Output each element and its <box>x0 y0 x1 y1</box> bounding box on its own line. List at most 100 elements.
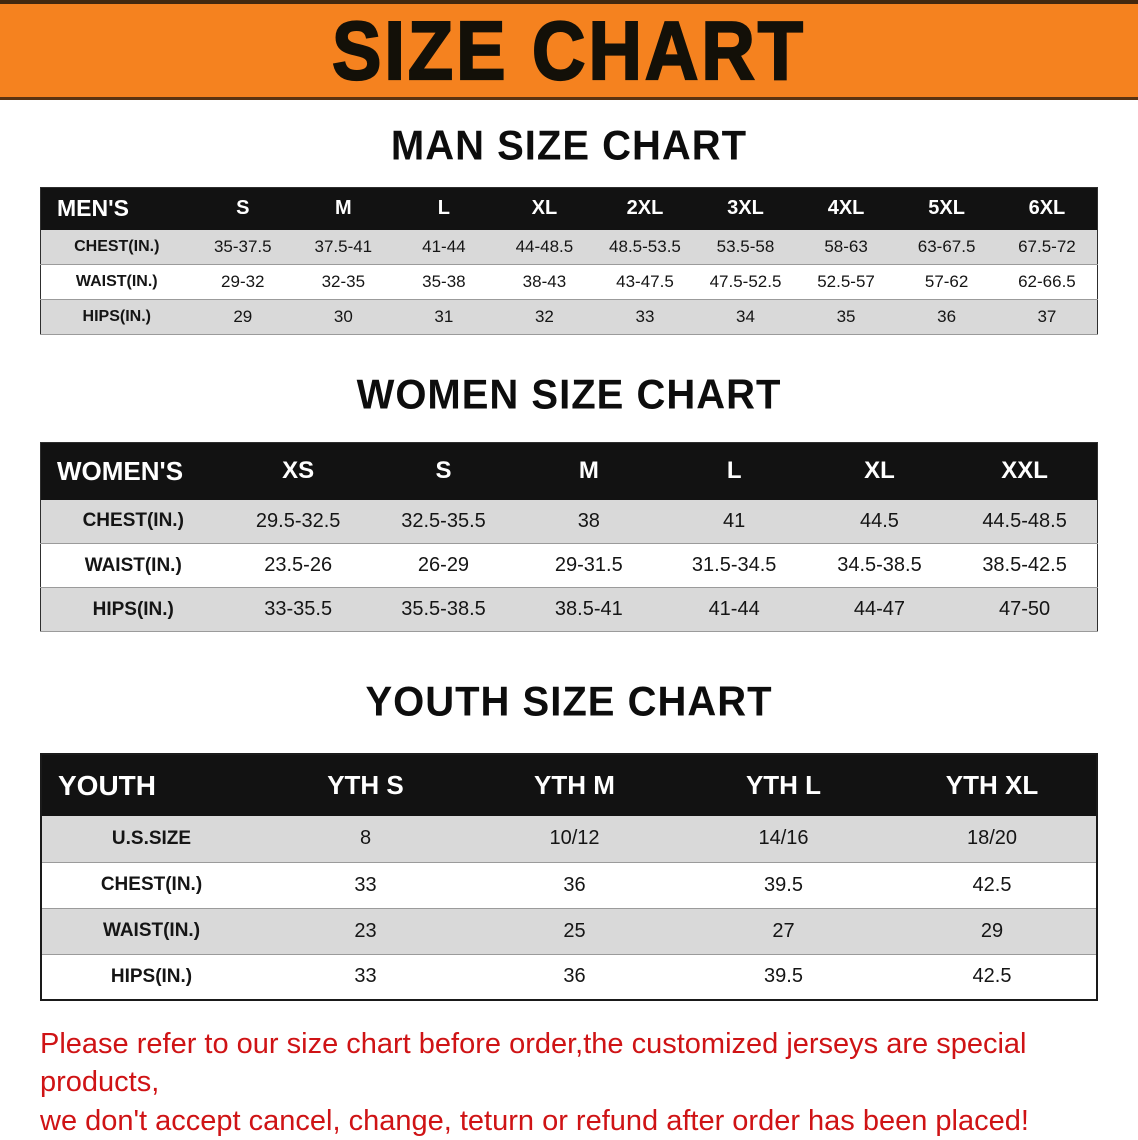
size-cell: 39.5 <box>679 954 888 1001</box>
size-cell: 25 <box>470 908 679 955</box>
size-cell: 14/16 <box>679 816 888 863</box>
women-col-header: XS <box>225 442 371 500</box>
women-col-header: S <box>370 442 517 500</box>
row-label: HIPS(IN.) <box>41 954 261 1001</box>
size-cell: 29 <box>888 908 1097 955</box>
women-col-header: XXL <box>952 442 1098 500</box>
women-group-label: WOMEN'S <box>40 442 226 500</box>
size-cell: 34 <box>695 299 796 335</box>
youth-waist-row: WAIST(IN.) 23 25 27 29 <box>41 908 1097 955</box>
size-cell: 29-31.5 <box>516 543 662 588</box>
size-cell: 39.5 <box>679 862 888 909</box>
size-cell: 8 <box>261 816 470 863</box>
size-cell: 44-47 <box>806 587 953 632</box>
size-cell: 32.5-35.5 <box>370 499 517 544</box>
youth-hips-row: HIPS(IN.) 33 36 39.5 42.5 <box>41 954 1097 1001</box>
size-cell: 44.5-48.5 <box>952 499 1098 544</box>
men-col-header: XL <box>494 187 595 230</box>
row-label: WAIST(IN.) <box>40 264 193 300</box>
size-cell: 31.5-34.5 <box>661 543 807 588</box>
disclaimer-line-1: Please refer to our size chart before or… <box>40 1028 1027 1099</box>
size-cell: 33 <box>261 862 470 909</box>
row-label: HIPS(IN.) <box>40 587 226 632</box>
size-cell: 41-44 <box>661 587 807 632</box>
row-label: U.S.SIZE <box>41 816 261 863</box>
men-col-header: 3XL <box>695 187 796 230</box>
youth-col-header: YTH L <box>679 754 888 816</box>
size-cell: 38-43 <box>494 264 595 300</box>
men-header-row: MEN'S S M L XL 2XL 3XL 4XL 5XL 6XL <box>40 187 1098 230</box>
size-cell: 10/12 <box>470 816 679 863</box>
size-cell: 41 <box>661 499 807 544</box>
men-col-header: 2XL <box>594 187 696 230</box>
size-cell: 30 <box>293 299 394 335</box>
size-cell: 33 <box>261 954 470 1001</box>
size-cell: 38 <box>516 499 662 544</box>
youth-group-label: YOUTH <box>41 754 261 816</box>
page-title: SIZE CHART <box>331 3 806 98</box>
size-cell: 37 <box>996 299 1098 335</box>
size-cell: 38.5-41 <box>516 587 662 632</box>
size-cell: 37.5-41 <box>293 229 394 265</box>
men-col-header: 5XL <box>896 187 997 230</box>
size-cell: 36 <box>470 862 679 909</box>
banner: SIZE CHART <box>0 0 1138 100</box>
size-cell: 27 <box>679 908 888 955</box>
size-cell: 35 <box>795 299 897 335</box>
size-cell: 26-29 <box>370 543 517 588</box>
size-cell: 29 <box>192 299 294 335</box>
size-cell: 33 <box>594 299 696 335</box>
men-size-table: MEN'S S M L XL 2XL 3XL 4XL 5XL 6XL CHEST… <box>40 187 1098 335</box>
men-section: MAN SIZE CHART MEN'S S M L XL 2XL 3XL 4X… <box>0 122 1138 335</box>
women-col-header: M <box>516 442 662 500</box>
disclaimer-line-2: we don't accept cancel, change, teturn o… <box>40 1104 1029 1137</box>
size-cell: 47.5-52.5 <box>695 264 796 300</box>
youth-header-row: YOUTH YTH S YTH M YTH L YTH XL <box>41 754 1097 816</box>
size-cell: 29-32 <box>192 264 294 300</box>
size-cell: 35-38 <box>393 264 495 300</box>
men-col-header: 4XL <box>795 187 897 230</box>
men-col-header: M <box>293 187 394 230</box>
women-section: WOMEN SIZE CHART WOMEN'S XS S M L XL XXL… <box>0 371 1138 632</box>
men-section-heading: MAN SIZE CHART <box>390 122 748 170</box>
women-waist-row: WAIST(IN.) 23.5-26 26-29 29-31.5 31.5-34… <box>40 543 1098 588</box>
size-cell: 32 <box>494 299 595 335</box>
size-cell: 52.5-57 <box>795 264 897 300</box>
youth-col-header: YTH XL <box>888 754 1097 816</box>
disclaimer: Please refer to our size chart before or… <box>40 1025 1098 1140</box>
size-cell: 42.5 <box>888 954 1097 1001</box>
size-cell: 23 <box>261 908 470 955</box>
women-section-heading: WOMEN SIZE CHART <box>356 371 782 419</box>
size-cell: 35.5-38.5 <box>370 587 517 632</box>
size-cell: 47-50 <box>952 587 1098 632</box>
size-cell: 62-66.5 <box>996 264 1098 300</box>
size-cell: 41-44 <box>393 229 495 265</box>
men-col-header: S <box>192 187 294 230</box>
size-cell: 34.5-38.5 <box>806 543 953 588</box>
row-label: WAIST(IN.) <box>41 908 261 955</box>
size-cell: 35-37.5 <box>192 229 294 265</box>
youth-col-header: YTH M <box>470 754 679 816</box>
size-cell: 29.5-32.5 <box>225 499 371 544</box>
size-cell: 67.5-72 <box>996 229 1098 265</box>
men-group-label: MEN'S <box>40 187 193 230</box>
youth-chest-row: CHEST(IN.) 33 36 39.5 42.5 <box>41 862 1097 909</box>
size-cell: 42.5 <box>888 862 1097 909</box>
youth-section: YOUTH SIZE CHART YOUTH YTH S YTH M YTH L… <box>0 678 1138 1001</box>
women-col-header: L <box>661 442 807 500</box>
men-chest-row: CHEST(IN.) 35-37.5 37.5-41 41-44 44-48.5… <box>40 229 1098 265</box>
size-cell: 23.5-26 <box>225 543 371 588</box>
size-cell: 58-63 <box>795 229 897 265</box>
size-cell: 36 <box>896 299 997 335</box>
men-hips-row: HIPS(IN.) 29 30 31 32 33 34 35 36 37 <box>40 299 1098 335</box>
row-label: WAIST(IN.) <box>40 543 226 588</box>
men-col-header: 6XL <box>996 187 1098 230</box>
youth-section-heading: YOUTH SIZE CHART <box>365 678 773 726</box>
size-cell: 33-35.5 <box>225 587 371 632</box>
youth-col-header: YTH S <box>261 754 470 816</box>
women-chest-row: CHEST(IN.) 29.5-32.5 32.5-35.5 38 41 44.… <box>40 499 1098 544</box>
size-cell: 36 <box>470 954 679 1001</box>
size-cell: 57-62 <box>896 264 997 300</box>
women-size-table: WOMEN'S XS S M L XL XXL CHEST(IN.) 29.5-… <box>40 442 1098 632</box>
